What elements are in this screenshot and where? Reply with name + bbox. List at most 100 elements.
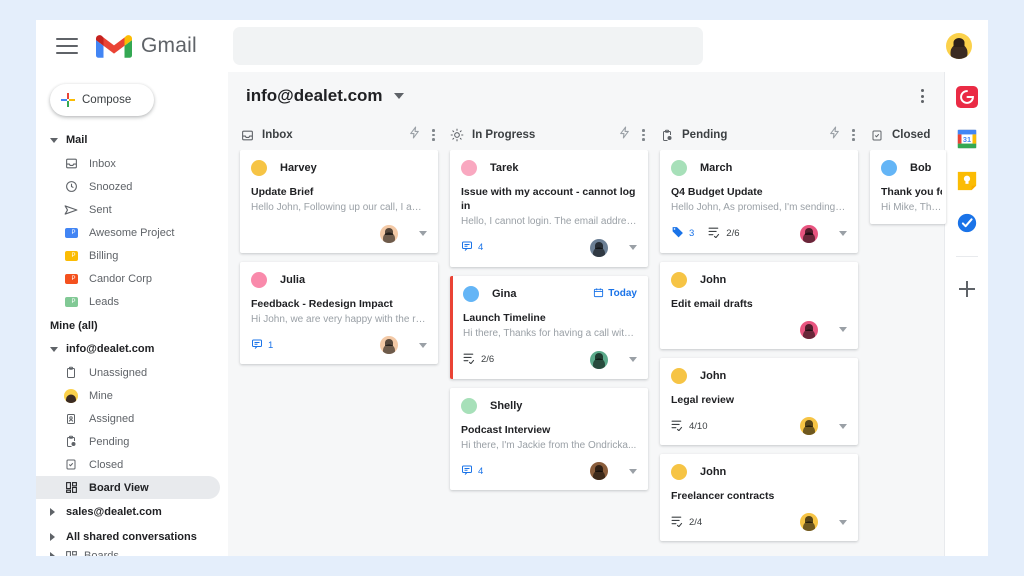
board-card[interactable]: Tarek Issue with my account - cannot log… — [450, 150, 648, 267]
board-card[interactable]: Gina Today — [450, 275, 648, 379]
chevron-down-icon[interactable] — [839, 519, 847, 525]
chevron-down-icon[interactable] — [419, 231, 427, 237]
chevron-down-icon[interactable] — [629, 468, 637, 474]
assignee-avatar[interactable] — [590, 462, 608, 481]
column-cards: Bob Thank you for y Hi Mike, Thank — [864, 150, 952, 556]
task-progress-value: 2/6 — [726, 228, 740, 240]
card-subject: Freelancer contracts — [671, 490, 775, 503]
gmelius-icon[interactable] — [955, 86, 978, 108]
chevron-down-icon[interactable] — [629, 245, 637, 251]
kebab-menu-icon[interactable] — [429, 126, 438, 144]
sidebar-item-board-view[interactable]: Board View — [36, 476, 220, 499]
kebab-menu-icon[interactable] — [639, 126, 648, 144]
task-progress-value: 2/6 — [481, 354, 495, 366]
card-header: Gina Today — [463, 285, 637, 302]
sidebar-item-billing[interactable]: P Billing — [36, 244, 220, 267]
account-avatar[interactable] — [946, 33, 972, 59]
card-footer: 3 2/6 — [671, 224, 847, 244]
compose-button[interactable]: Compose — [50, 84, 154, 116]
board-column-closed: Closed Bob Thank you for y Hi Mike, Than… — [864, 120, 952, 556]
sidebar-section-info-account[interactable]: info@dealet.com — [36, 337, 228, 361]
sidebar-item-sent[interactable]: Sent — [36, 198, 220, 221]
card-header: John — [671, 271, 847, 288]
google-keep-icon[interactable] — [956, 170, 978, 192]
chevron-down-icon[interactable] — [393, 93, 404, 99]
checklist-icon — [708, 226, 721, 241]
comment-count: 4 — [461, 240, 483, 255]
sidebar-section-label: Boards — [84, 550, 119, 556]
card-header: John — [671, 367, 847, 384]
sidebar-item-pending[interactable]: Pending — [36, 430, 220, 453]
sidebar-item-label: Board View — [89, 481, 149, 494]
sidebar-section-boards[interactable]: Boards — [36, 549, 228, 556]
card-preview: Hi Mike, Thank — [881, 202, 942, 214]
board-card[interactable]: March Q4 Budget Update Hello John, As pr… — [660, 150, 858, 253]
compose-label: Compose — [82, 94, 132, 106]
gmail-m-icon — [96, 34, 132, 58]
card-sender: Tarek — [490, 162, 519, 174]
board-card[interactable]: Julia Feedback - Redesign Impact Hi John… — [240, 261, 438, 365]
sidebar-item-leads[interactable]: P Leads — [36, 290, 220, 313]
sender-avatar — [461, 397, 477, 414]
gmail-app-window: Gmail Compose Mail — [36, 20, 988, 556]
automation-bolt-icon[interactable] — [408, 126, 421, 144]
sidebar-item-snoozed[interactable]: Snoozed — [36, 175, 220, 198]
board-card[interactable]: Bob Thank you for y Hi Mike, Thank — [870, 150, 946, 224]
card-subject: Edit email drafts — [671, 297, 753, 310]
sidebar-item-unassigned[interactable]: Unassigned — [36, 361, 220, 384]
card-footer: 4 — [461, 461, 637, 481]
sidebar-item-awesome-project[interactable]: P Awesome Project — [36, 221, 220, 244]
sidebar-item-inbox[interactable]: Inbox — [36, 152, 220, 175]
assignee-avatar[interactable] — [800, 320, 818, 339]
gmail-logo[interactable]: Gmail — [96, 33, 197, 60]
chevron-down-icon[interactable] — [839, 423, 847, 429]
sidebar-section-mail[interactable]: Mail — [36, 128, 228, 152]
add-addon-icon[interactable] — [958, 281, 975, 297]
sender-avatar — [251, 271, 267, 288]
search-input[interactable] — [232, 27, 703, 65]
chevron-down-icon[interactable] — [839, 231, 847, 237]
kebab-menu-icon[interactable] — [917, 85, 928, 107]
sidebar-item-label: Unassigned — [89, 366, 148, 379]
card-preview: Hi there, I'm Jackie from the Ondricka..… — [461, 439, 637, 451]
comment-count: 4 — [461, 464, 483, 479]
board-card[interactable]: John Legal review — [660, 357, 858, 446]
google-calendar-icon[interactable]: 31 — [956, 128, 978, 150]
chevron-right-icon — [50, 508, 58, 516]
automation-bolt-icon[interactable] — [828, 126, 841, 144]
label-icon: P — [64, 295, 78, 309]
sidebar-item-candor-corp[interactable]: P Candor Corp — [36, 267, 220, 290]
sidebar-item-closed[interactable]: Closed — [36, 453, 220, 476]
hamburger-icon[interactable] — [56, 38, 78, 54]
column-header: Closed — [864, 120, 952, 150]
assignee-avatar[interactable] — [380, 224, 398, 243]
sidebar-item-assigned[interactable]: Assigned — [36, 407, 220, 430]
assignee-avatar[interactable] — [590, 350, 608, 369]
card-header: March — [671, 160, 847, 176]
assignee-avatar[interactable] — [590, 238, 608, 257]
chevron-down-icon[interactable] — [629, 357, 637, 363]
assignee-avatar[interactable] — [800, 224, 818, 243]
chevron-down-icon[interactable] — [839, 327, 847, 333]
assignee-avatar[interactable] — [380, 336, 398, 355]
kebab-menu-icon[interactable] — [849, 126, 858, 144]
sidebar-section-all-shared-conversations[interactable]: All shared conversations — [36, 524, 228, 549]
sidebar-section-sales-account[interactable]: sales@dealet.com — [36, 499, 228, 524]
board-card[interactable]: Harvey Update Brief Hello John, Followin… — [240, 150, 438, 253]
board-card[interactable]: John Edit email drafts — [660, 261, 858, 349]
chevron-down-icon[interactable] — [419, 342, 427, 348]
sidebar-item-label: Snoozed — [89, 180, 133, 193]
label-icon: P — [64, 249, 78, 263]
card-subject: Q4 Budget Update — [671, 186, 763, 198]
assignee-avatar[interactable] — [800, 417, 818, 436]
calendar-icon — [593, 287, 604, 301]
board-card[interactable]: John Freelancer contracts — [660, 454, 858, 542]
board-column-pending: Pending March — [654, 120, 864, 556]
card-header: Tarek — [461, 160, 637, 176]
assignee-avatar[interactable] — [800, 513, 818, 532]
google-tasks-icon[interactable] — [956, 212, 978, 234]
automation-bolt-icon[interactable] — [618, 126, 631, 144]
sidebar-item-mine[interactable]: Mine — [36, 384, 220, 407]
board-card[interactable]: Shelly Podcast Interview Hi there, I'm J… — [450, 387, 648, 491]
due-date-badge[interactable]: Today — [593, 287, 637, 301]
